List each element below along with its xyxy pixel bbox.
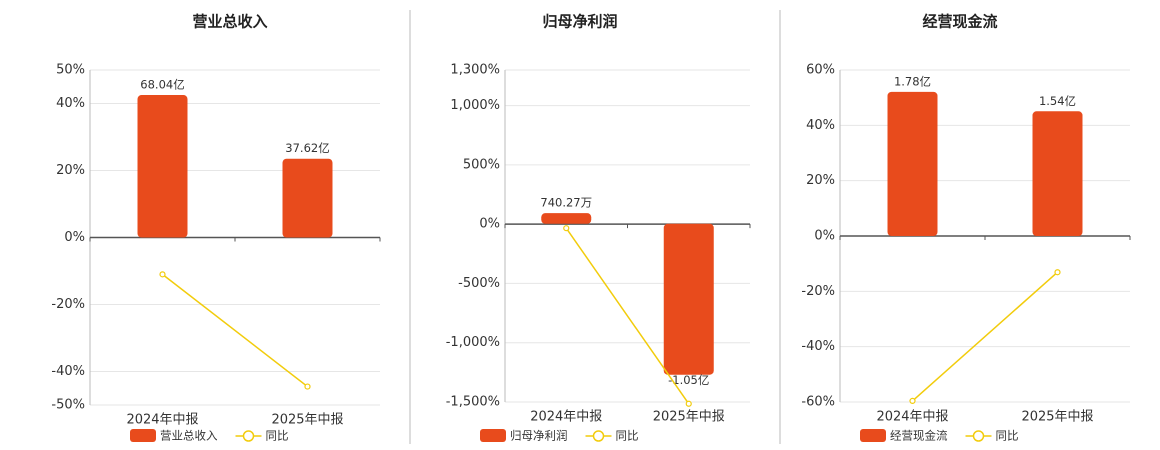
line	[565, 227, 690, 405]
data-label: -1.05亿	[668, 373, 709, 387]
bar	[663, 223, 714, 375]
y-tick-label: 40%	[806, 118, 835, 133]
y-tick-label: 0%	[479, 217, 500, 232]
legend-label: 经营现金流	[890, 429, 948, 443]
legend-label: 同比	[266, 429, 289, 443]
y-tick-label: -500%	[458, 276, 500, 291]
y-tick-label: -40%	[801, 339, 835, 354]
x-tick-label: 2025年中报	[271, 413, 343, 428]
line-point	[909, 397, 916, 404]
x-tick-label: 2025年中报	[653, 410, 725, 425]
chart-title: 经营现金流	[922, 13, 997, 31]
bar	[137, 95, 188, 238]
line-point	[159, 271, 166, 278]
line	[912, 271, 1058, 402]
y-tick-label: 20%	[56, 163, 85, 178]
y-tick-label: 500%	[463, 157, 500, 172]
legend-swatch	[480, 429, 506, 442]
y-tick-label: -20%	[801, 284, 835, 299]
x-tick-label: 2024年中报	[876, 410, 948, 425]
line	[162, 273, 308, 388]
y-tick-label: 40%	[56, 96, 85, 111]
line-point	[563, 225, 570, 232]
y-tick-label: 60%	[806, 63, 835, 78]
data-label: 1.78亿	[894, 74, 931, 88]
y-tick-label: 1,000%	[450, 98, 500, 113]
data-label: 68.04亿	[140, 78, 184, 92]
data-label: 1.54亿	[1039, 94, 1076, 108]
y-tick-label: -1,000%	[446, 335, 500, 350]
y-tick-label: -40%	[51, 364, 85, 379]
y-tick-label: 0%	[814, 229, 835, 244]
legend-marker	[972, 430, 985, 442]
y-tick-label: -60%	[801, 395, 835, 410]
bar	[541, 213, 592, 224]
legend-swatch	[860, 429, 886, 442]
bar	[282, 158, 333, 238]
x-tick-label: 2024年中报	[126, 413, 198, 428]
y-tick-label: 0%	[64, 230, 85, 245]
legend-marker	[592, 430, 605, 442]
legend-label: 同比	[996, 429, 1019, 443]
line-point	[685, 400, 692, 407]
x-tick-label: 2025年中报	[1021, 410, 1093, 425]
bar	[887, 91, 938, 237]
legend-marker	[242, 430, 255, 442]
legend-swatch	[130, 429, 156, 442]
legend-label: 营业总收入	[160, 429, 218, 443]
y-tick-label: 1,300%	[450, 63, 500, 78]
data-label: 740.27万	[540, 196, 592, 210]
data-label: 37.62亿	[285, 141, 329, 155]
y-tick-label: -20%	[51, 297, 85, 312]
y-tick-label: 20%	[806, 173, 835, 188]
x-tick-label: 2024年中报	[530, 410, 602, 425]
y-tick-label: -1,500%	[446, 395, 500, 410]
y-tick-label: 50%	[56, 63, 85, 78]
chart-title: 归母净利润	[542, 13, 617, 31]
line-point	[1054, 269, 1061, 276]
legend-label: 同比	[616, 429, 639, 443]
bar	[1032, 111, 1083, 236]
chart-title: 营业总收入	[192, 13, 267, 31]
y-tick-label: -50%	[51, 398, 85, 413]
legend-label: 归母净利润	[510, 429, 568, 443]
line-point	[304, 383, 311, 390]
